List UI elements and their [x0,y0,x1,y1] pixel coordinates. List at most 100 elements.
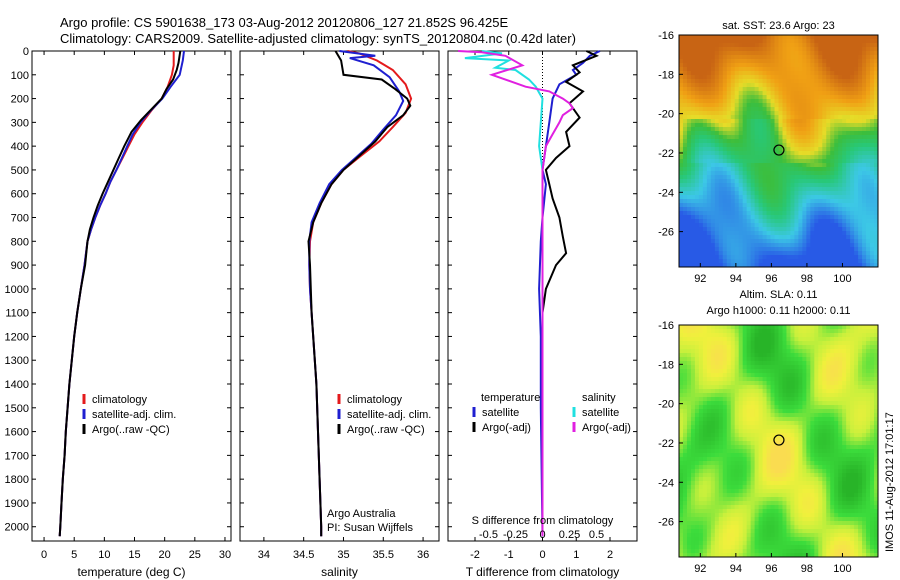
x-axis-label: T difference from climatology [466,565,620,579]
difference-series-argo [541,50,599,537]
x-tick-label: 25 [189,549,201,561]
x-tick-label: 1 [573,549,579,561]
y-tick-label: 1600 [5,427,29,439]
y-tick-label: 1300 [5,355,29,367]
legend-label: Argo(-adj) [482,422,531,434]
legend-label: satellite [582,407,619,419]
legend-label: Argo(-adj) [582,422,631,434]
salinity-frame [239,50,440,542]
map-title: sat. SST: 23.6 Argo: 23 [722,20,835,32]
x-tick-label: 5 [71,549,77,561]
y-tick-label: 900 [11,260,29,272]
y-tick-label: 1100 [5,308,29,320]
y-tick-label: 400 [11,141,29,153]
y-tick-label: 800 [11,236,29,248]
y-tick-label: -26 [658,227,674,239]
salinity-series-climatology [308,50,413,537]
temperature-frame [31,50,232,542]
x-tick-label: 0 [41,549,47,561]
difference-series-satellite [538,50,601,537]
y-tick-label: -22 [658,438,674,450]
y-tick-label: 1400 [5,379,29,391]
y-tick-label: -24 [658,187,674,199]
legend-label: Argo(..raw -QC) [347,424,425,436]
legend-label: satellite-adj. clim. [347,409,431,421]
temperature-panel: 0100200300400500600700800900100011001200… [5,46,232,579]
y-tick-label: 500 [11,165,29,177]
y-tick-label: 1500 [5,403,29,415]
x-tick-label: 96 [765,563,777,575]
y-tick-label: 0 [23,46,29,58]
y-tick-label: 1800 [5,474,29,486]
credit-line-1: Argo Australia [327,508,396,520]
x-tick-label: -2 [470,549,480,561]
y-tick-label: -16 [658,30,674,42]
argo-position-marker [773,144,785,156]
y-tick-label: -20 [658,109,674,121]
x-axis-label: salinity [321,565,358,579]
y-tick-label: -20 [658,399,674,411]
x-tick-label: 98 [801,563,813,575]
x-tick-label: 94 [730,563,742,575]
x-tick-label: 0 [539,549,545,561]
x-tick-label: 15 [128,549,140,561]
x-tick-label: 36 [417,549,429,561]
y-tick-label: -24 [658,477,674,489]
map-title: Altim. SLA: 0.11 [739,289,817,301]
salinity-series-satellite [308,50,405,537]
y-tick-label: 1200 [5,331,29,343]
y-tick-label: 1700 [5,450,29,462]
header-line-2: Climatology: CARS2009. Satellite-adjuste… [60,31,576,46]
legend-label: Argo(..raw -QC) [92,424,170,436]
s-difference-label: S difference from climatology [472,515,614,527]
y-tick-label: 700 [11,213,29,225]
legend-title-salinity: salinity [582,392,616,404]
s-tick-label: 0.5 [589,529,604,541]
x-tick-label: 100 [833,563,851,575]
x-tick-label: 92 [694,563,706,575]
sst_map-cells [679,35,879,268]
difference-series-argo_salinity [458,50,575,537]
s-tick-label: -0.5 [479,529,498,541]
x-tick-label: 96 [765,273,777,285]
map-subtitle: Argo h1000: 0.11 h2000: 0.11 [707,305,851,317]
y-tick-label: -18 [658,69,674,81]
legend-label: climatology [92,394,148,406]
x-tick-label: 20 [159,549,171,561]
legend-title-temperature: temperature [481,392,540,404]
y-tick-label: 200 [11,94,29,106]
y-tick-label: 600 [11,189,29,201]
y-tick-label: -16 [658,320,674,332]
y-tick-label: 2000 [5,522,29,534]
s-tick-label: -0.25 [503,529,528,541]
x-tick-label: 35 [337,549,349,561]
y-tick-label: -18 [658,359,674,371]
y-tick-label: -22 [658,148,674,160]
x-tick-label: 92 [694,273,706,285]
temperature-series-satellite [58,50,185,537]
x-tick-label: -1 [504,549,514,561]
temperature-series-climatology [58,51,175,537]
y-tick-label: 100 [11,70,29,82]
legend-label: climatology [347,394,403,406]
difference-panel: -2 -1 0 1 2 T difference from climatology S di… [447,50,638,579]
x-tick-label: 2 [607,549,613,561]
sst_map-frame [678,34,879,268]
sla_map-panel: 92 94 96 98 100 -16 -18 -20 -22 -24 -26 Altim. SLA:… [658,289,879,575]
temperature-series-argo [58,50,182,537]
legend-label: satellite [482,407,519,419]
x-tick-label: 10 [98,549,110,561]
x-tick-label: 98 [801,273,813,285]
x-tick-label: 35.5 [373,549,394,561]
credit-line-2: PI: Susan Wijffels [327,522,413,534]
y-tick-label: -26 [658,517,674,529]
header-line-1: Argo profile: CS 5901638_173 03-Aug-2012… [60,15,508,30]
argo-position-marker [773,434,785,446]
y-tick-label: 1900 [5,498,29,510]
sla_map-cells [679,325,879,558]
s-tick-label: 0.25 [559,529,580,541]
x-tick-label: 34 [258,549,270,561]
difference-series-sat_salinity [464,50,544,537]
x-tick-label: 30 [219,549,231,561]
